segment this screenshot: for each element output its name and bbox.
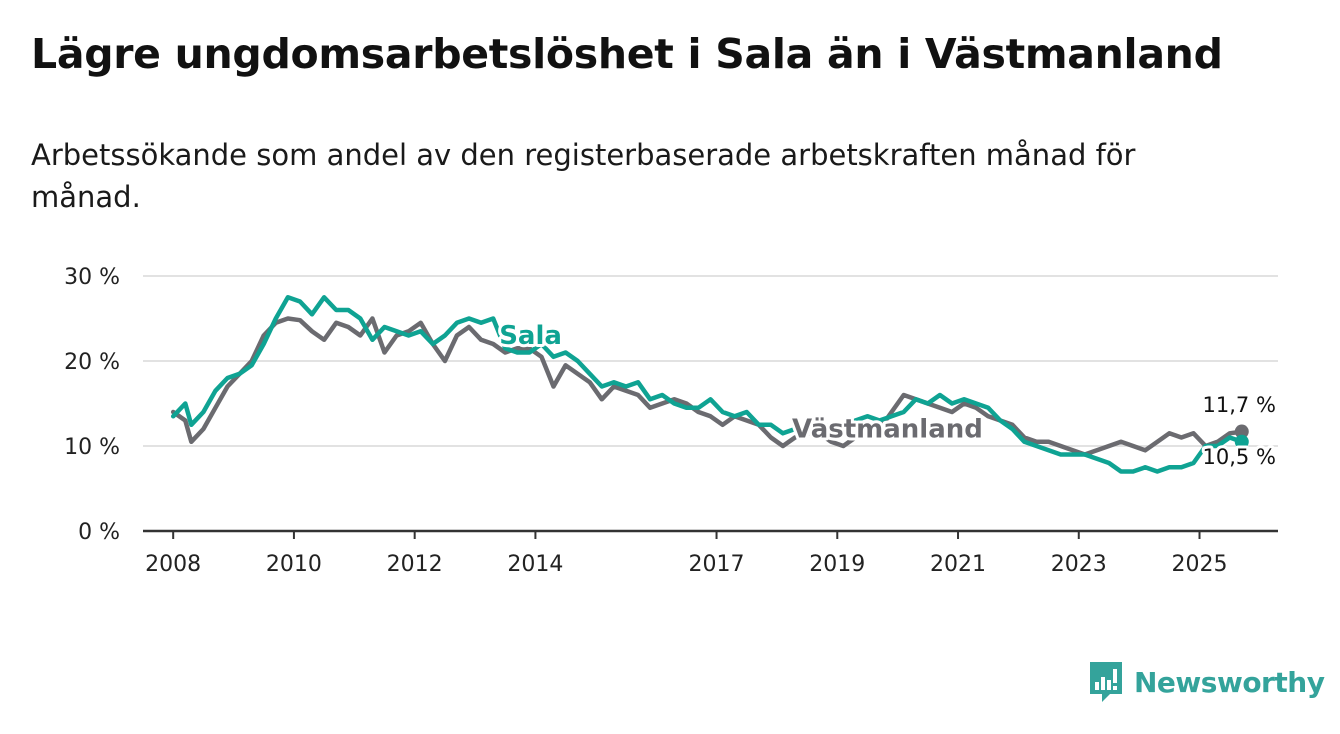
x-tick-label: 2025 <box>1172 552 1228 577</box>
x-tick-label: 2014 <box>507 552 563 577</box>
vastmanland-end-label: 11,7 % <box>1203 393 1276 417</box>
bar-chart-icon <box>1090 662 1122 702</box>
y-tick-label: 10 % <box>64 435 120 460</box>
brand-name: Newsworthy <box>1134 665 1325 699</box>
x-tick-label: 2021 <box>930 552 986 577</box>
x-tick-label: 2010 <box>266 552 322 577</box>
sala-series-label: Sala <box>499 321 562 351</box>
vastmanland-end-point <box>1234 424 1249 439</box>
sala-end-label: 10,5 % <box>1203 445 1276 469</box>
x-tick-label: 2008 <box>145 552 201 577</box>
vastmanland-series-label: Västmanland <box>792 415 983 445</box>
sala-line <box>170 295 1245 474</box>
y-tick-label: 0 % <box>78 520 120 545</box>
vastmanland-line <box>170 316 1245 457</box>
x-tick-label: 2023 <box>1051 552 1107 577</box>
sala-end-point <box>1234 434 1249 449</box>
y-tick-label: 20 % <box>64 350 120 375</box>
y-tick-label: 30 % <box>64 265 120 290</box>
x-tick-label: 2019 <box>809 552 865 577</box>
newsworthy-logo: Newsworthy <box>1088 660 1325 704</box>
chart-title: Lägre ungdomsarbetslöshet i Sala än i Vä… <box>31 30 1223 78</box>
chart-subtitle: Arbetssökande som andel av den registerb… <box>31 138 1136 214</box>
x-tick-label: 2012 <box>387 552 443 577</box>
x-tick-label: 2017 <box>689 552 745 577</box>
